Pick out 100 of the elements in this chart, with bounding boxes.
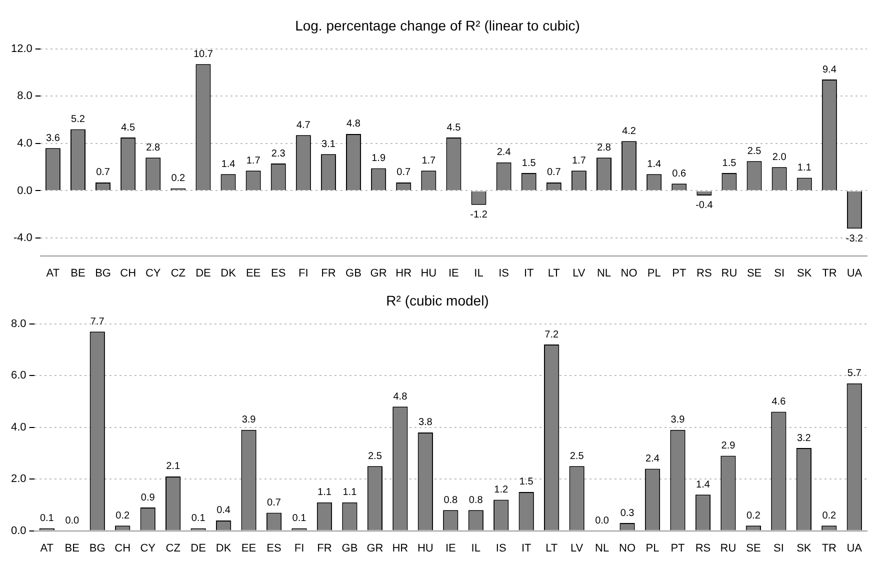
- x-tick-label: CZ: [170, 267, 186, 280]
- data-label: 1.7: [422, 155, 436, 166]
- data-label: 0.6: [672, 168, 687, 180]
- data-label: 2.4: [646, 453, 660, 464]
- data-label: 3.1: [322, 138, 336, 150]
- data-label: 1.4: [647, 158, 662, 170]
- data-label: 2.9: [721, 440, 736, 452]
- data-label: 2.1: [166, 461, 180, 472]
- x-tick-label: IE: [445, 542, 456, 554]
- data-label: 7.7: [90, 316, 105, 328]
- data-label: 4.8: [393, 391, 408, 402]
- data-label: 0.1: [191, 512, 206, 524]
- data-label: 1.4: [221, 158, 236, 170]
- data-label: 3.9: [242, 414, 256, 426]
- data-label: 4.6: [772, 396, 786, 408]
- data-label: 3.8: [418, 417, 433, 428]
- data-label: 0.8: [444, 494, 458, 506]
- x-tick-label: IS: [498, 267, 510, 280]
- data-label: 0.2: [746, 510, 761, 522]
- x-tick-label: HR: [392, 542, 408, 554]
- data-label: 0.0: [595, 516, 610, 527]
- x-tick-label: HU: [417, 542, 434, 554]
- chart-title: R² (cubic model): [386, 292, 489, 308]
- x-tick-label: IL: [471, 542, 480, 554]
- data-label: 0.7: [267, 497, 282, 508]
- data-label: 4.7: [296, 120, 311, 131]
- y-tick-label: 6.0: [10, 370, 26, 382]
- data-label: 0.1: [40, 512, 54, 524]
- x-tick-label: HU: [420, 267, 437, 280]
- x-tick-label: CY: [145, 267, 162, 280]
- data-label: 0.4: [216, 505, 231, 516]
- x-tick-label: LV: [570, 542, 584, 554]
- data-label: 5.7: [847, 368, 862, 380]
- y-tick-label: 4.0: [17, 137, 32, 150]
- x-tick-label: HR: [396, 267, 412, 280]
- x-tick-label: NO: [620, 267, 638, 280]
- x-tick-label: SE: [746, 267, 762, 280]
- x-tick-label: IL: [474, 267, 484, 280]
- data-label: 5.2: [71, 114, 86, 125]
- x-tick-label: PT: [670, 542, 686, 554]
- y-tick-label: 4.0: [10, 421, 26, 434]
- data-label: 9.4: [822, 64, 837, 76]
- x-tick-label: UA: [846, 267, 863, 280]
- x-tick-label: FI: [294, 542, 304, 554]
- data-label: 2.8: [597, 142, 612, 154]
- x-tick-label: AT: [40, 542, 54, 554]
- x-tick-label: AT: [46, 267, 60, 280]
- data-label: 0.3: [620, 508, 635, 519]
- x-tick-label: LV: [572, 267, 586, 280]
- x-tick-label: CH: [114, 542, 131, 554]
- data-label: 0.2: [116, 510, 130, 522]
- x-tick-label: SK: [796, 542, 812, 554]
- x-tick-label: TR: [822, 542, 837, 554]
- x-tick-label: GB: [342, 542, 358, 554]
- data-label: 1.7: [572, 155, 586, 166]
- x-tick-label: DE: [196, 267, 211, 280]
- y-tick-label: 8.0: [10, 318, 26, 330]
- data-label: 1.1: [342, 487, 358, 498]
- x-tick-label: GR: [366, 542, 384, 554]
- data-label: 0.8: [468, 494, 484, 506]
- y-tick-label: 8.0: [17, 90, 32, 102]
- data-label: 2.3: [271, 148, 286, 160]
- x-tick-label: BG: [89, 542, 106, 554]
- x-tick-label: PT: [672, 267, 686, 280]
- data-label: 1.2: [494, 484, 508, 496]
- y-tick-label: 2.0: [10, 473, 26, 486]
- x-tick-label: BE: [64, 542, 80, 554]
- x-tick-label: GR: [370, 267, 387, 280]
- x-tick-label: IS: [496, 542, 506, 554]
- x-tick-label: SI: [773, 542, 784, 554]
- data-label: 4.5: [446, 122, 462, 134]
- x-tick-label: RS: [695, 542, 711, 554]
- data-label: 4.5: [121, 122, 136, 134]
- data-label: 0.7: [96, 167, 110, 178]
- data-label: 4.8: [346, 118, 361, 130]
- data-label: 2.0: [772, 152, 787, 163]
- x-tick-label: DE: [190, 542, 206, 554]
- data-label: 2.5: [368, 450, 382, 462]
- x-tick-label: EE: [246, 267, 261, 280]
- data-label: -1.2: [470, 210, 488, 221]
- data-label: 1.5: [519, 476, 534, 488]
- x-tick-label: FI: [298, 267, 308, 280]
- x-tick-label: SK: [797, 267, 812, 280]
- data-label: 2.4: [496, 147, 512, 158]
- data-label: 4.2: [622, 126, 636, 137]
- data-label: 10.7: [193, 48, 214, 60]
- data-label: 1.9: [372, 153, 386, 164]
- x-tick-label: TR: [822, 267, 837, 280]
- x-tick-label: PL: [647, 267, 661, 280]
- data-label: 3.6: [46, 132, 60, 144]
- x-tick-label: FR: [321, 267, 336, 280]
- x-tick-label: BG: [95, 267, 111, 280]
- data-label: 1.5: [522, 158, 536, 169]
- data-label: 1.1: [318, 487, 332, 498]
- data-label: 0.7: [396, 167, 411, 178]
- y-tick-label: -4.0: [13, 232, 32, 244]
- x-tick-label: CZ: [166, 542, 181, 554]
- x-tick-label: EE: [241, 542, 256, 554]
- y-tick-label: 0.0: [17, 184, 32, 197]
- y-tick-label: 12.0: [10, 42, 32, 55]
